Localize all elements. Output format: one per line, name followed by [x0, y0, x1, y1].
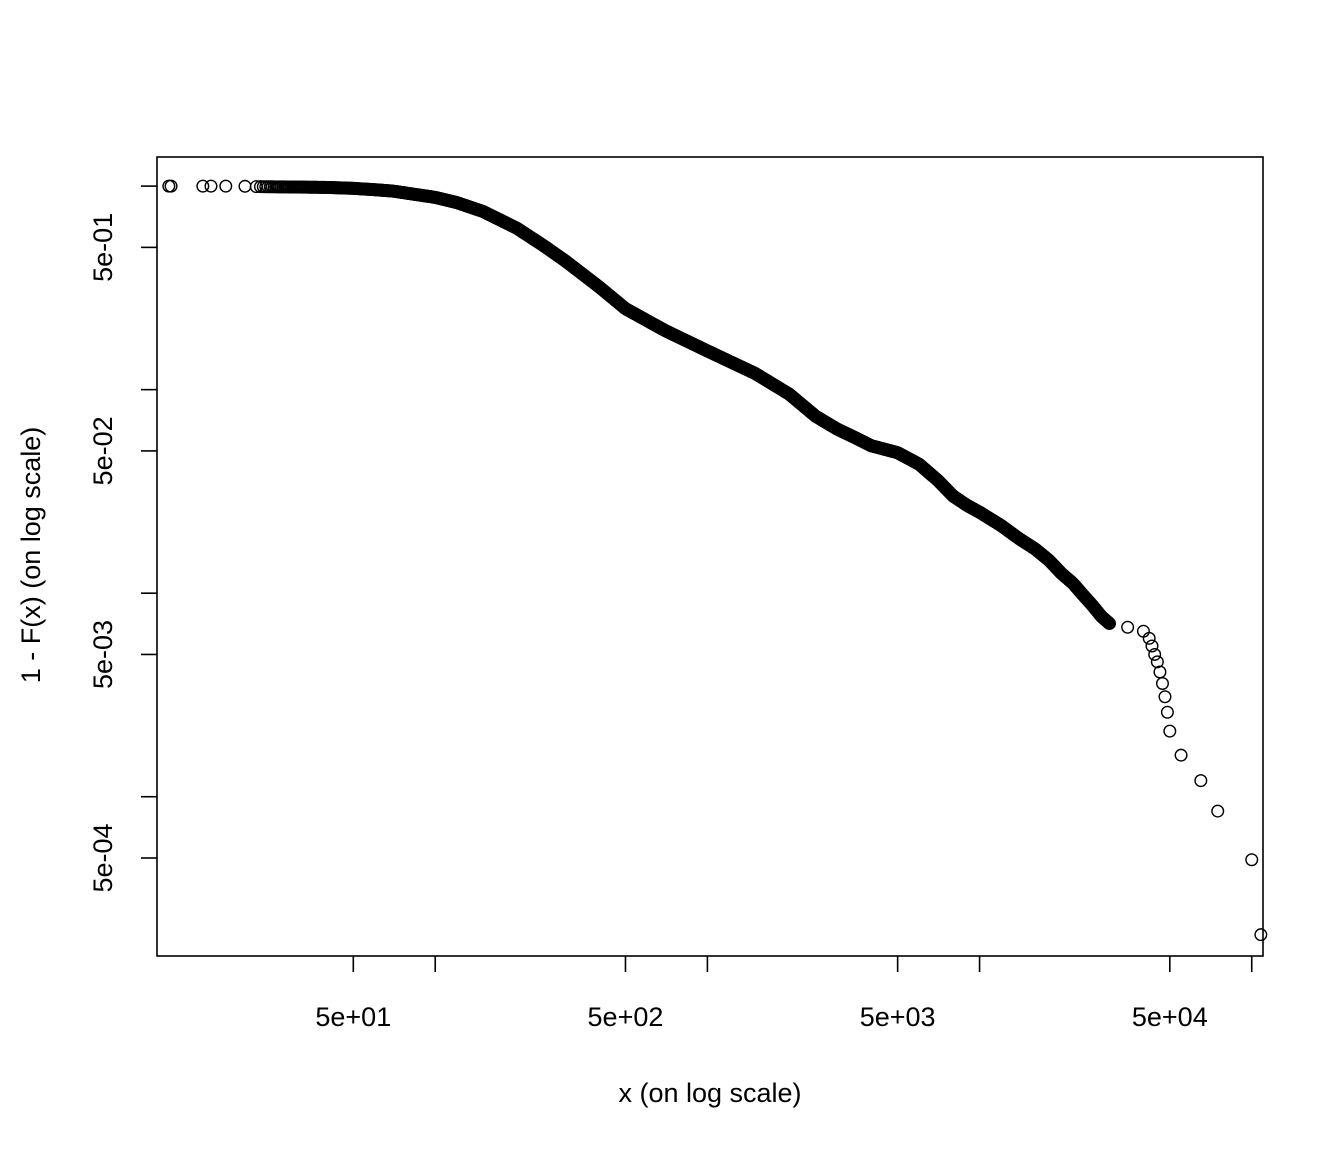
data-point: [1254, 928, 1268, 942]
x-tick-label: 5e+02: [588, 1002, 664, 1032]
data-point: [1121, 620, 1135, 634]
data-points: [162, 179, 1268, 942]
data-point: [1155, 677, 1169, 691]
data-point: [204, 179, 218, 193]
data-point: [1174, 748, 1188, 762]
data-point: [164, 179, 178, 193]
x-tick-label: 5e+03: [860, 1002, 936, 1032]
x-axis: 5e+01 5e+02 5e+03 5e+04: [315, 956, 1253, 1032]
data-point: [1150, 655, 1164, 669]
y-tick-label: 5e-01: [88, 213, 118, 282]
data-point: [1158, 690, 1172, 704]
x-axis-title: x (on log scale): [618, 1078, 801, 1108]
data-point: [1194, 774, 1208, 788]
data-point: [1245, 853, 1259, 867]
data-point: [219, 179, 233, 193]
y-axis-title: 1 - F(x) (on log scale): [16, 427, 46, 684]
data-point: [1153, 665, 1167, 679]
y-tick-label: 5e-03: [88, 620, 118, 689]
plot-frame: [156, 156, 1264, 957]
data-point: [1145, 639, 1159, 653]
y-axis: 5e-04 5e-03 5e-02 5e-01: [88, 185, 157, 893]
data-point: [1163, 724, 1177, 738]
data-point: [196, 179, 210, 193]
x-tick-label: 5e+04: [1132, 1002, 1208, 1032]
x-tick-label: 5e+01: [315, 1002, 391, 1032]
data-point: [1211, 804, 1225, 818]
data-point: [1102, 616, 1116, 630]
data-point: [1160, 705, 1174, 719]
y-tick-label: 5e-04: [88, 823, 118, 892]
data-point: [238, 179, 252, 193]
data-point: [1148, 647, 1162, 661]
data-point: [1142, 631, 1156, 645]
y-tick-label: 5e-02: [88, 416, 118, 485]
